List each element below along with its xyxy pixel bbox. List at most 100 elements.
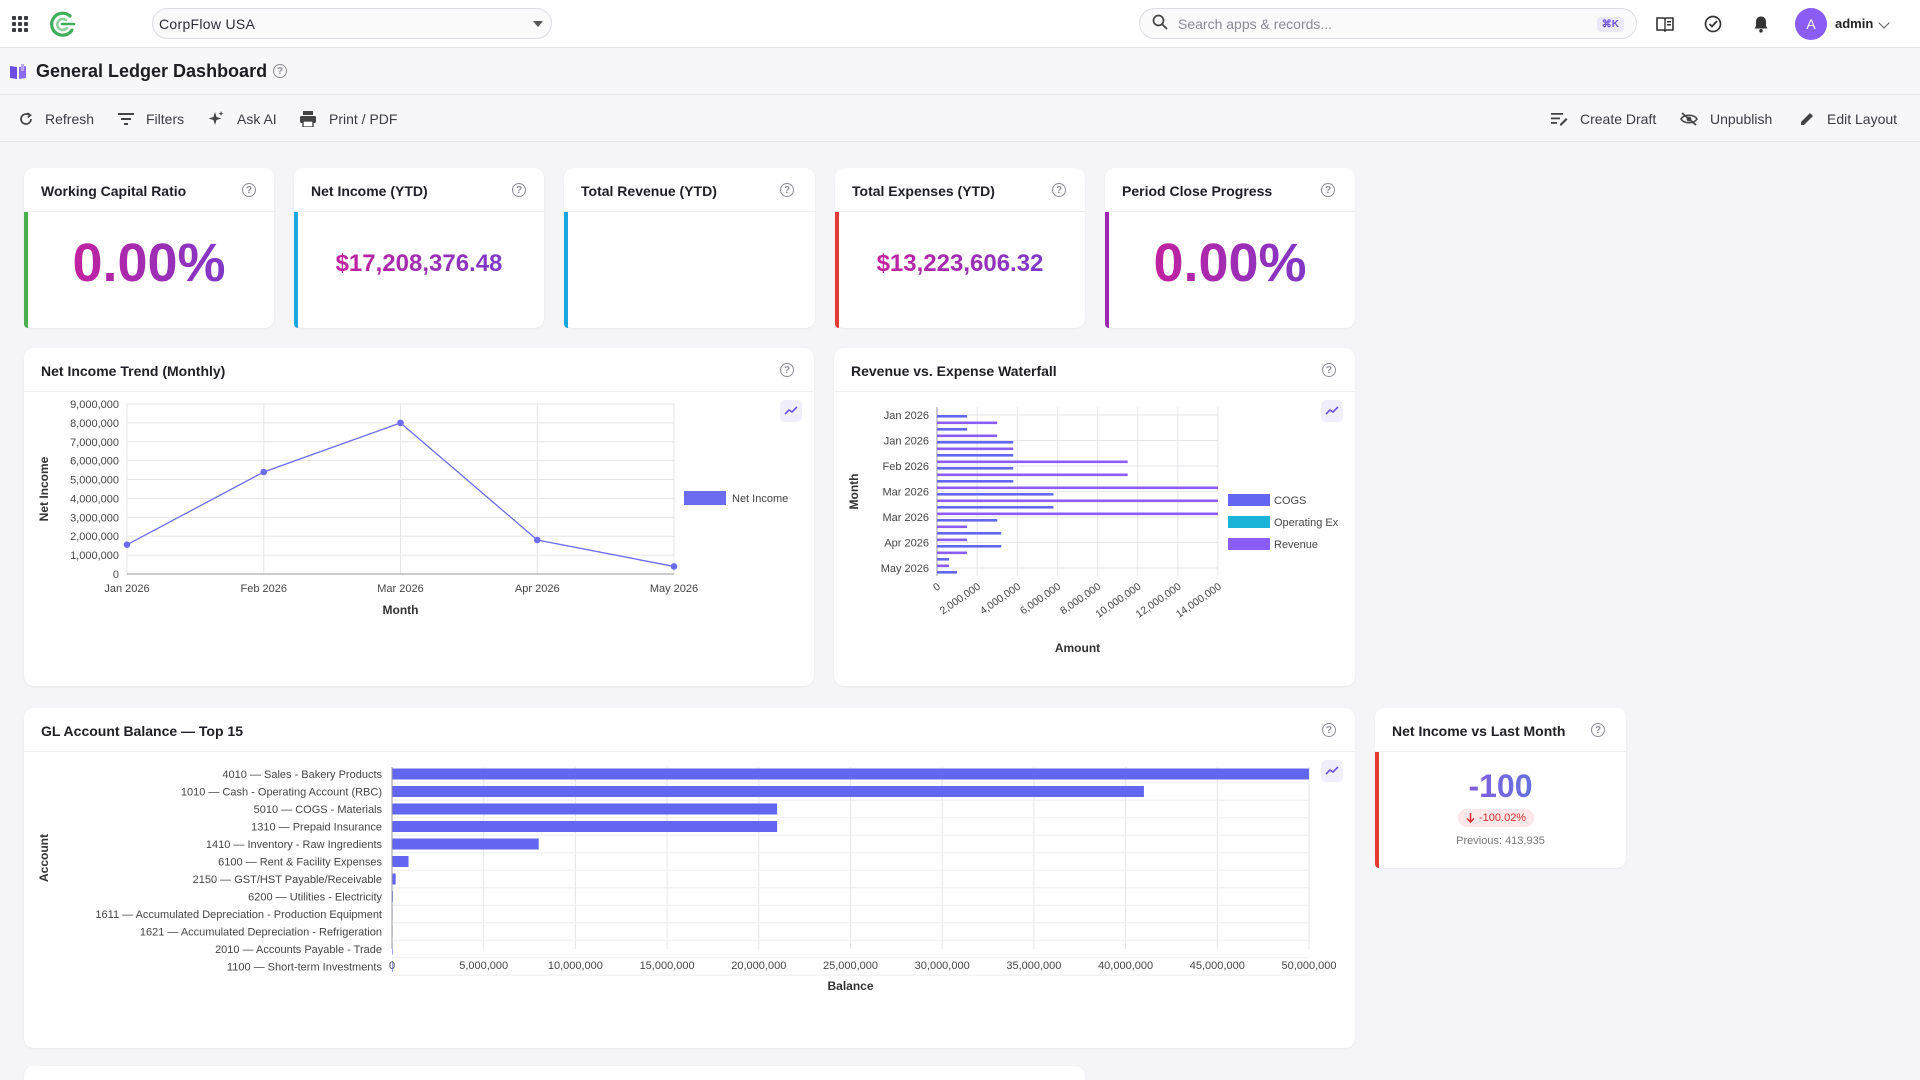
x-tick-label: Mar 2026 bbox=[377, 583, 423, 595]
unpublish-button[interactable]: Unpublish bbox=[1680, 108, 1772, 130]
print-pdf-label: Print / PDF bbox=[329, 111, 398, 127]
bar bbox=[937, 493, 1054, 496]
printer-icon bbox=[300, 111, 316, 127]
net-income-trend-card: Net Income Trend (Monthly) ? 0 1,000,000 2… bbox=[24, 348, 814, 686]
x-tick-label: 4,000,000 bbox=[978, 581, 1023, 618]
help-icon[interactable]: ? bbox=[242, 183, 256, 197]
legend-swatch bbox=[1228, 538, 1270, 550]
y-axis-title: Net Income bbox=[37, 456, 51, 521]
y-tick-label: Mar 2026 bbox=[883, 512, 929, 524]
bar bbox=[937, 473, 1128, 477]
x-tick-label: 40,000,000 bbox=[1098, 960, 1153, 972]
kpi-card-total-expenses: Total Expenses (YTD) ? $13,223,606.32 bbox=[835, 168, 1085, 328]
bar bbox=[937, 519, 998, 522]
chevron-down-icon[interactable] bbox=[1878, 17, 1890, 29]
chart-title: GL Account Balance — Top 15 bbox=[41, 723, 244, 739]
company-select[interactable]: CorpFlow USA bbox=[152, 8, 552, 39]
help-icon[interactable]: ? bbox=[1591, 723, 1605, 737]
partial-card bbox=[24, 1066, 1085, 1080]
bar bbox=[937, 551, 968, 555]
y-tick-label: 1621 — Accumulated Depreciation - Refrig… bbox=[140, 927, 382, 939]
legend-swatch bbox=[684, 491, 726, 505]
help-icon[interactable]: ? bbox=[273, 64, 287, 78]
refresh-button[interactable]: Refresh bbox=[19, 108, 94, 130]
bar bbox=[937, 428, 968, 431]
x-axis-title: Month bbox=[383, 603, 419, 617]
user-name[interactable]: admin bbox=[1835, 16, 1874, 31]
y-tick-label: 5010 — COGS - Materials bbox=[254, 804, 383, 816]
x-tick-label: May 2026 bbox=[650, 583, 698, 595]
x-tick-label: 20,000,000 bbox=[731, 960, 786, 972]
y-tick-label: 4,000,000 bbox=[70, 493, 119, 505]
trend-chart-icon[interactable] bbox=[780, 400, 802, 422]
print-pdf-button[interactable]: Print / PDF bbox=[299, 108, 397, 130]
bar bbox=[937, 499, 1218, 503]
help-icon[interactable]: ? bbox=[1322, 363, 1336, 377]
data-point bbox=[533, 536, 541, 544]
bar bbox=[937, 564, 950, 568]
y-tick-label: 8,000,000 bbox=[70, 418, 119, 430]
kpi-value: $17,208,376.48 bbox=[294, 250, 544, 278]
kpi-title: Total Revenue (YTD) bbox=[581, 183, 717, 199]
edit-layout-button[interactable]: Edit Layout bbox=[1799, 108, 1897, 130]
search-input[interactable] bbox=[1178, 15, 1578, 32]
bar bbox=[937, 571, 958, 574]
legend-label: Operating Ex bbox=[1274, 517, 1339, 529]
y-tick-label: 2150 — GST/HST Payable/Receivable bbox=[193, 874, 382, 886]
bar bbox=[392, 821, 778, 832]
trend-chart-icon[interactable] bbox=[1321, 400, 1343, 422]
waterfall-card: Revenue vs. Expense Waterfall ? 0 2,000,0… bbox=[834, 348, 1355, 686]
kpi-card-header: Working Capital Ratio ? bbox=[24, 168, 274, 212]
x-tick-label: 10,000,000 bbox=[548, 960, 603, 972]
kpi-value: 0.00% bbox=[24, 232, 274, 294]
comparison-value: -100 bbox=[1375, 768, 1626, 805]
y-tick-label: 7,000,000 bbox=[70, 437, 119, 449]
bar bbox=[937, 558, 950, 561]
data-point bbox=[670, 563, 678, 570]
bar bbox=[937, 480, 1014, 483]
legend-swatch bbox=[1228, 494, 1270, 506]
x-tick-label: Apr 2026 bbox=[515, 583, 560, 595]
x-tick-label: 30,000,000 bbox=[915, 960, 970, 972]
bar bbox=[392, 873, 396, 885]
trend-chart-icon[interactable] bbox=[1321, 760, 1343, 782]
ask-ai-button[interactable]: Ask AI bbox=[207, 108, 277, 130]
kpi-card-header: Net Income (YTD) ? bbox=[294, 168, 544, 212]
avatar[interactable]: A bbox=[1795, 8, 1827, 40]
create-draft-label: Create Draft bbox=[1580, 111, 1657, 127]
legend-label: COGS bbox=[1274, 495, 1306, 507]
kpi-title: Working Capital Ratio bbox=[41, 183, 187, 199]
ask-ai-label: Ask AI bbox=[237, 111, 277, 127]
toolbar: Refresh Filters Ask AI Print / PDF Creat… bbox=[0, 96, 1920, 142]
x-tick-label: 45,000,000 bbox=[1190, 960, 1245, 972]
x-tick-label: 15,000,000 bbox=[640, 960, 695, 972]
help-icon[interactable]: ? bbox=[780, 183, 794, 197]
page-title: General Ledger Dashboard bbox=[36, 61, 268, 81]
check-circle-icon[interactable] bbox=[1701, 12, 1725, 36]
bell-icon[interactable] bbox=[1749, 12, 1773, 36]
filters-button[interactable]: Filters bbox=[118, 108, 184, 130]
search-box[interactable]: ⌘K bbox=[1139, 8, 1637, 39]
legend-label: Revenue bbox=[1274, 539, 1318, 551]
create-draft-button[interactable]: Create Draft bbox=[1551, 108, 1656, 130]
x-tick-label: 5,000,000 bbox=[459, 960, 508, 972]
help-icon[interactable]: ? bbox=[780, 363, 794, 377]
help-icon[interactable]: ? bbox=[1321, 183, 1335, 197]
card-header: Net Income Trend (Monthly) ? bbox=[24, 348, 814, 392]
net-income-line-chart: 0 1,000,000 2,000,000 3,000,000 4,000,000 5,0… bbox=[37, 399, 788, 617]
book-icon[interactable] bbox=[1653, 12, 1677, 36]
help-icon[interactable]: ? bbox=[1052, 183, 1066, 197]
kpi-card-header: Total Expenses (YTD) ? bbox=[835, 168, 1085, 212]
bar bbox=[937, 434, 998, 438]
logo-icon[interactable] bbox=[48, 10, 78, 38]
data-point bbox=[397, 419, 404, 427]
unpublish-label: Unpublish bbox=[1710, 111, 1773, 127]
help-icon[interactable]: ? bbox=[512, 183, 526, 197]
apps-grid-icon[interactable] bbox=[12, 16, 28, 32]
kpi-card-working-capital: Working Capital Ratio ? 0.00% bbox=[24, 168, 274, 328]
bar bbox=[392, 838, 539, 850]
help-icon[interactable]: ? bbox=[1322, 723, 1336, 737]
company-select-value: CorpFlow USA bbox=[159, 15, 256, 32]
bar bbox=[392, 803, 778, 815]
kpi-accent-bar bbox=[564, 212, 568, 328]
